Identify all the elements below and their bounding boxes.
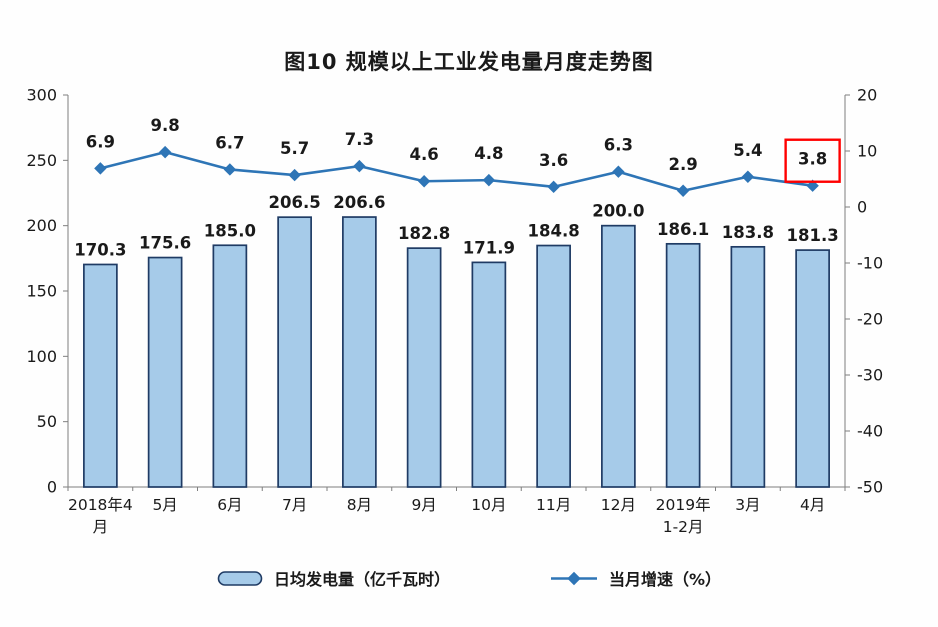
bar — [212, 244, 248, 488]
bar — [536, 244, 571, 488]
left-axis-tick-label: 0 — [47, 478, 57, 497]
line-marker — [288, 168, 301, 182]
bar-swatch-shape — [217, 570, 263, 586]
bar — [277, 216, 312, 488]
left-axis-tick-label: 250 — [26, 151, 57, 170]
bar-value-label: 184.8 — [528, 222, 580, 241]
left-axis-tick-label: 200 — [26, 216, 57, 235]
right-axis-tick-label: -30 — [857, 366, 883, 385]
x-axis-tick-label: 9月 — [411, 496, 436, 514]
x-axis-tick-label: 5月 — [152, 496, 177, 514]
bar-value-label: 175.6 — [139, 234, 191, 253]
bar-value-label: 185.0 — [204, 221, 256, 240]
right-axis-tick-label: 0 — [857, 198, 867, 217]
line-marker — [94, 162, 107, 175]
legend-item-line: 当月增速（%） — [550, 566, 721, 590]
line-marker — [806, 179, 819, 192]
line-value-label: 6.9 — [86, 132, 115, 151]
bar-value-label: 206.5 — [269, 193, 321, 212]
x-axis-tick-label: 4月 — [800, 496, 825, 514]
right-axis-tick-label: -50 — [857, 478, 883, 497]
bar-value-label: 182.8 — [398, 224, 450, 243]
right-axis-tick-label: 10 — [857, 142, 877, 161]
x-axis-tick-label: 3月 — [735, 496, 760, 514]
highlight-box — [784, 138, 841, 183]
line-value-label: 9.8 — [151, 116, 180, 135]
bar-value-label: 170.3 — [74, 240, 126, 259]
line-marker — [676, 184, 690, 197]
combo-chart: 0 50 100 150 200 250 300 -50 -40 -30 -20 -10 0 10 20 17… — [26, 86, 883, 537]
bar-value-label: 181.3 — [787, 226, 839, 245]
bar — [83, 263, 118, 488]
line-series-swatch-icon — [550, 571, 597, 585]
line-marker — [547, 180, 560, 194]
bar — [601, 224, 636, 488]
legend-bar-label: 日均发电量（亿千瓦时） — [273, 570, 450, 589]
legend-line-label: 当月增速（%） — [608, 570, 722, 589]
left-axis-tick-label: 100 — [26, 347, 57, 366]
x-axis-tick-label: 6月 — [217, 496, 242, 514]
bar — [730, 245, 766, 488]
bar — [665, 242, 701, 488]
bar — [471, 261, 507, 488]
x-axis-tick-label: 月 — [93, 518, 109, 536]
legend: 日均发电量（亿千瓦时） 当月增速（%） — [0, 566, 938, 590]
x-axis-tick-label: 8月 — [347, 496, 372, 514]
left-axis-tick-label: 150 — [26, 282, 57, 301]
right-axis-tick-label: 20 — [857, 86, 877, 105]
x-axis-tick-label: 1-2月 — [663, 518, 704, 536]
line-marker — [353, 159, 366, 173]
x-axis-tick-label: 12月 — [601, 496, 636, 514]
x-axis-tick-label: 7月 — [282, 496, 307, 514]
x-axis-tick-label: 10月 — [471, 496, 506, 514]
bar-value-label: 206.6 — [333, 193, 385, 212]
bar-value-label: 171.9 — [463, 238, 515, 257]
line-marker — [482, 173, 496, 187]
x-axis-tick-label: 11月 — [536, 496, 571, 514]
right-axis-tick-label: -20 — [857, 310, 883, 329]
line-marker — [417, 175, 431, 188]
line-swatch-diamond — [567, 571, 581, 585]
line-value-label: 7.3 — [345, 130, 374, 149]
left-axis-tick-label: 50 — [37, 412, 57, 431]
x-axis-tick-label: 2018年4 — [68, 496, 133, 514]
line-marker — [741, 170, 755, 183]
growth-line — [100, 150, 813, 193]
line-value-label: 3.6 — [539, 151, 568, 170]
bar-series-swatch-icon — [217, 570, 263, 586]
bar-value-label: 200.0 — [592, 202, 644, 221]
legend-item-bar: 日均发电量（亿千瓦时） — [217, 566, 450, 590]
line-value-label: 5.7 — [280, 139, 309, 158]
chart-title: 图10 规模以上工业发电量月度走势图 — [284, 50, 654, 74]
bar — [406, 247, 442, 488]
line-value-label: 6.3 — [604, 136, 633, 155]
bar-value-label: 186.1 — [657, 220, 709, 239]
bar — [795, 249, 830, 488]
left-axis-tick-label: 300 — [26, 86, 57, 105]
line-value-label: 4.8 — [474, 144, 503, 163]
line-value-label: 2.9 — [669, 155, 698, 174]
right-axis-tick-label: -10 — [857, 254, 883, 273]
line-marker — [158, 145, 172, 159]
bar — [147, 256, 183, 488]
bar — [342, 216, 377, 488]
line-value-label: 4.6 — [410, 145, 439, 164]
line-value-label: 3.8 — [798, 150, 827, 169]
x-axis-tick-label: 2019年 — [656, 496, 711, 514]
line-marker — [612, 165, 625, 178]
line-marker — [223, 163, 237, 176]
bar-value-label: 183.8 — [722, 223, 774, 242]
line-value-label: 6.7 — [215, 133, 244, 152]
right-axis-tick-label: -40 — [857, 422, 883, 441]
line-value-label: 5.4 — [733, 141, 762, 160]
